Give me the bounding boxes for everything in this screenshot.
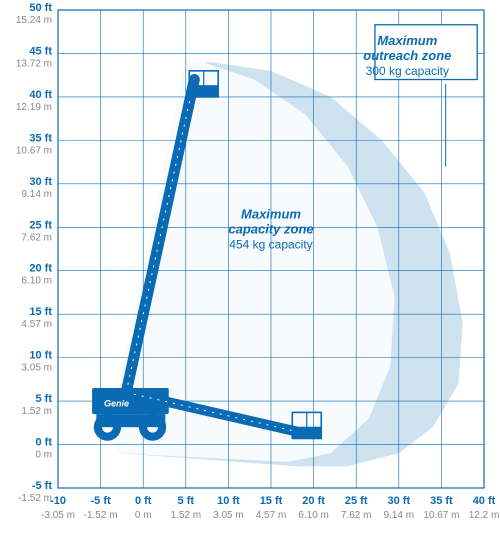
- x-tick-ft: -5 ft: [91, 495, 112, 507]
- x-tick-ft: 15 ft: [260, 495, 283, 507]
- y-tick-ft: 10 ft: [29, 350, 52, 362]
- outreach-zone-title2: outreach zone: [363, 48, 451, 63]
- x-tick-m: 1.52 m: [171, 510, 202, 521]
- outreach-zone-title1: Maximum: [377, 33, 437, 48]
- y-tick-ft: 50 ft: [29, 2, 52, 14]
- x-tick-m: 7.62 m: [341, 510, 372, 521]
- y-tick-m: 4.57 m: [21, 319, 52, 330]
- chart-svg: 50 ft15.24 m45 ft13.72 m40 ft12.19 m35 f…: [0, 0, 500, 541]
- x-tick-m: 4.57 m: [256, 510, 287, 521]
- y-tick-ft: 35 ft: [29, 132, 52, 144]
- y-tick-ft: -5 ft: [32, 480, 53, 492]
- y-tick-ft: 5 ft: [36, 393, 53, 405]
- range-chart: 50 ft15.24 m45 ft13.72 m40 ft12.19 m35 f…: [0, 0, 500, 541]
- x-tick-m: 12.2 m: [469, 510, 500, 521]
- x-tick-m: 3.05 m: [213, 510, 244, 521]
- machine-brand: Genie: [104, 398, 129, 408]
- x-tick-m: 6.10 m: [298, 510, 329, 521]
- y-tick-ft: 40 ft: [29, 89, 52, 101]
- y-tick-m: 15.24 m: [16, 15, 52, 26]
- capacity-zone-sub: 454 kg capacity: [229, 238, 312, 252]
- y-tick-ft: 25 ft: [29, 219, 52, 231]
- machine-chassis: [96, 414, 165, 427]
- x-tick-m: 10.67 m: [423, 510, 459, 521]
- y-tick-m: 9.14 m: [21, 189, 52, 200]
- x-tick-ft: -10: [50, 495, 66, 507]
- y-tick-ft: 20 ft: [29, 263, 52, 275]
- y-tick-m: 7.62 m: [21, 232, 52, 243]
- y-tick-ft: 15 ft: [29, 306, 52, 318]
- y-tick-ft: 30 ft: [29, 176, 52, 188]
- outreach-zone-sub: 300 kg capacity: [366, 64, 449, 78]
- y-tick-m: 10.67 m: [16, 145, 52, 156]
- x-tick-ft: 35 ft: [430, 495, 453, 507]
- x-tick-ft: 40 ft: [473, 495, 496, 507]
- y-tick-m: -1.52 m: [18, 493, 52, 504]
- y-tick-ft: 0 ft: [36, 437, 53, 449]
- x-tick-m: -1.52 m: [84, 510, 118, 521]
- y-tick-m: 0 m: [35, 450, 52, 461]
- x-tick-ft: 10 ft: [217, 495, 240, 507]
- x-tick-m: 9.14 m: [384, 510, 415, 521]
- y-tick-m: 13.72 m: [16, 58, 52, 69]
- x-tick-ft: 30 ft: [387, 495, 410, 507]
- x-tick-ft: 5 ft: [178, 495, 195, 507]
- x-tick-ft: 20 ft: [302, 495, 325, 507]
- capacity-zone-title2: capacity zone: [228, 222, 313, 237]
- y-tick-m: 12.19 m: [16, 102, 52, 113]
- capacity-zone-title1: Maximum: [241, 207, 301, 222]
- x-tick-ft: 25 ft: [345, 495, 368, 507]
- x-tick-ft: 0 ft: [135, 495, 152, 507]
- y-tick-m: 6.10 m: [21, 276, 52, 287]
- machine-pivot: [120, 386, 132, 398]
- y-tick-m: 3.05 m: [21, 363, 52, 374]
- y-tick-ft: 45 ft: [29, 45, 52, 57]
- x-tick-m: 0 m: [135, 510, 152, 521]
- y-tick-m: 1.52 m: [21, 406, 52, 417]
- x-tick-m: -3.05 m: [41, 510, 75, 521]
